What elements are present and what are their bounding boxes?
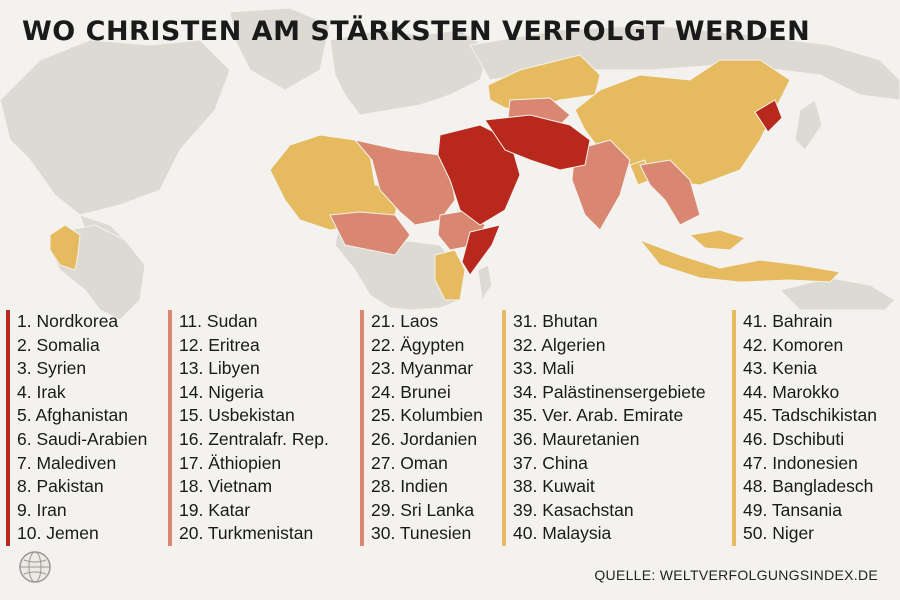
legend-country-item: 22. Ägypten — [371, 334, 465, 355]
rank-1-10-countries — [437, 99, 783, 276]
land-europe — [329, 29, 491, 116]
country-colombia — [49, 224, 81, 271]
legend-country-item: 5. Afghanistan — [17, 405, 128, 426]
legend-country-item: 44. Marokko — [743, 381, 840, 402]
legend-country-item: 11. Sudan — [179, 311, 258, 331]
legend-country-item: 46. Dschibuti — [743, 428, 845, 449]
land-greenland — [229, 7, 331, 91]
legend-country-item: 34. Palästinensergebiete — [513, 381, 706, 402]
legend-country-item: 12. Eritrea — [179, 334, 260, 355]
legend-country-item: 21. Laos — [371, 311, 439, 331]
rank-11-30-countries — [329, 97, 701, 256]
legend-list: 21. Laos 22. Ägypten 23. Myanmar 24. Brunei… — [360, 310, 483, 546]
legend-column-4: 31. Bhutan 32. Algerien 33. Mali 34. Paläst… — [502, 310, 706, 546]
land-japan — [794, 99, 823, 151]
map-title: WO CHRISTEN AM STÄRKSTEN VERFOLGT WERDEN — [22, 16, 811, 47]
country-north-korea — [754, 99, 783, 133]
legend-country-item: 18. Vietnam — [179, 476, 273, 497]
legend-country-item: 9. Iran — [17, 499, 67, 520]
legend-country-item: 43. Kenia — [743, 358, 817, 379]
legend-color-bar — [168, 310, 172, 546]
legend-color-bar — [502, 310, 506, 546]
legend-country-item: 33. Mali — [513, 358, 575, 379]
legend-country-item: 32. Algerien — [513, 334, 606, 355]
legend-country-item: 36. Mauretanien — [513, 428, 640, 449]
country-malaysia-brunei — [688, 229, 747, 251]
legend-list: 1. Nordkorea 2. Somalia 3. Syrien 4. Irak 5.… — [6, 310, 147, 546]
country-nigeria-car — [329, 211, 411, 256]
legend-country-item: 24. Brunei — [371, 381, 451, 402]
country-somalia — [461, 224, 501, 276]
legend-list: 41. Bahrain 42. Komoren 43. Kenia 44. Marok… — [732, 310, 877, 546]
legend-country-item: 47. Indonesien — [743, 452, 858, 473]
country-kenya-tanzania — [434, 249, 466, 301]
legend-country-item: 41. Bahrain — [743, 311, 833, 331]
land-australia — [779, 277, 896, 311]
legend-country-item: 30. Tunesien — [371, 523, 472, 544]
land-north-america — [0, 39, 231, 216]
legend-country-item: 6. Saudi-Arabien — [17, 428, 148, 449]
legend-country-item: 40. Malaysia — [513, 523, 612, 544]
legend-country-item: 15. Usbekistan — [179, 405, 295, 426]
legend-country-item: 28. Indien — [371, 476, 448, 497]
legend-country-item: 29. Sri Lanka — [371, 499, 475, 520]
legend-country-item: 14. Nigeria — [179, 381, 264, 402]
legend-country-item: 17. Äthiopien — [179, 452, 282, 473]
country-iran-afghanistan-pakistan — [484, 114, 591, 171]
legend-list: 11. Sudan 12. Eritrea 13. Libyen 14. Nigeri… — [168, 310, 329, 546]
legend-column-1: 1. Nordkorea 2. Somalia 3. Syrien 4. Irak 5.… — [6, 310, 147, 546]
legend-country-item: 19. Katar — [179, 499, 251, 520]
legend-country-item: 20. Turkmenistan — [179, 523, 314, 544]
legend-country-item: 42. Komoren — [743, 334, 844, 355]
legend-country-item: 25. Kolumbien — [371, 405, 483, 426]
legend-country-item: 37. China — [513, 452, 588, 473]
source-credit: QUELLE: WELTVERFOLGUNGSINDEX.DE — [594, 567, 878, 583]
country-myanmar-laos-vietnam — [639, 159, 701, 226]
legend-country-item: 26. Jordanien — [371, 428, 478, 449]
legend-list: 31. Bhutan 32. Algerien 33. Mali 34. Paläst… — [502, 310, 706, 546]
legend-color-bar — [6, 310, 10, 546]
legend-country-item: 16. Zentralafr. Rep. — [179, 428, 329, 449]
legend-country-item: 10. Jemen — [17, 523, 99, 544]
country-india-sri-lanka — [571, 139, 631, 231]
legend-country-item: 35. Ver. Arab. Emirate — [513, 405, 684, 426]
legend-country-item: 23. Myanmar — [371, 358, 474, 379]
legend-country-item: 38. Kuwait — [513, 476, 595, 497]
legend-country-item: 48. Bangladesch — [743, 476, 874, 497]
rank-31-50-countries — [49, 54, 842, 301]
legend-country-item: 1. Nordkorea — [17, 311, 119, 331]
globe-icon — [19, 551, 51, 583]
legend-column-2: 11. Sudan 12. Eritrea 13. Libyen 14. Nigeri… — [168, 310, 329, 546]
legend-country-item: 8. Pakistan — [17, 476, 104, 497]
land-madagascar — [477, 264, 493, 302]
legend-country-item: 27. Oman — [371, 452, 448, 473]
country-indonesia — [638, 238, 842, 283]
legend-country-item: 39. Kasachstan — [513, 499, 634, 520]
legend-color-bar — [360, 310, 364, 546]
legend-country-item: 50. Niger — [743, 523, 815, 544]
legend-country-item: 31. Bhutan — [513, 311, 598, 331]
legend-country-item: 49. Tansania — [743, 499, 842, 520]
legend-country-item: 3. Syrien — [17, 358, 87, 379]
legend-color-bar — [732, 310, 736, 546]
legend-country-item: 4. Irak — [17, 381, 66, 402]
legend-column-3: 21. Laos 22. Ägypten 23. Myanmar 24. Brunei… — [360, 310, 483, 546]
legend-country-item: 2. Somalia — [17, 334, 100, 355]
legend-country-item: 45. Tadschikistan — [743, 405, 877, 426]
country-kazakhstan — [487, 54, 601, 111]
legend-column-5: 41. Bahrain 42. Komoren 43. Kenia 44. Marok… — [732, 310, 877, 546]
legend-country-item: 7. Malediven — [17, 452, 117, 473]
legend-country-item: 13. Libyen — [179, 358, 260, 379]
